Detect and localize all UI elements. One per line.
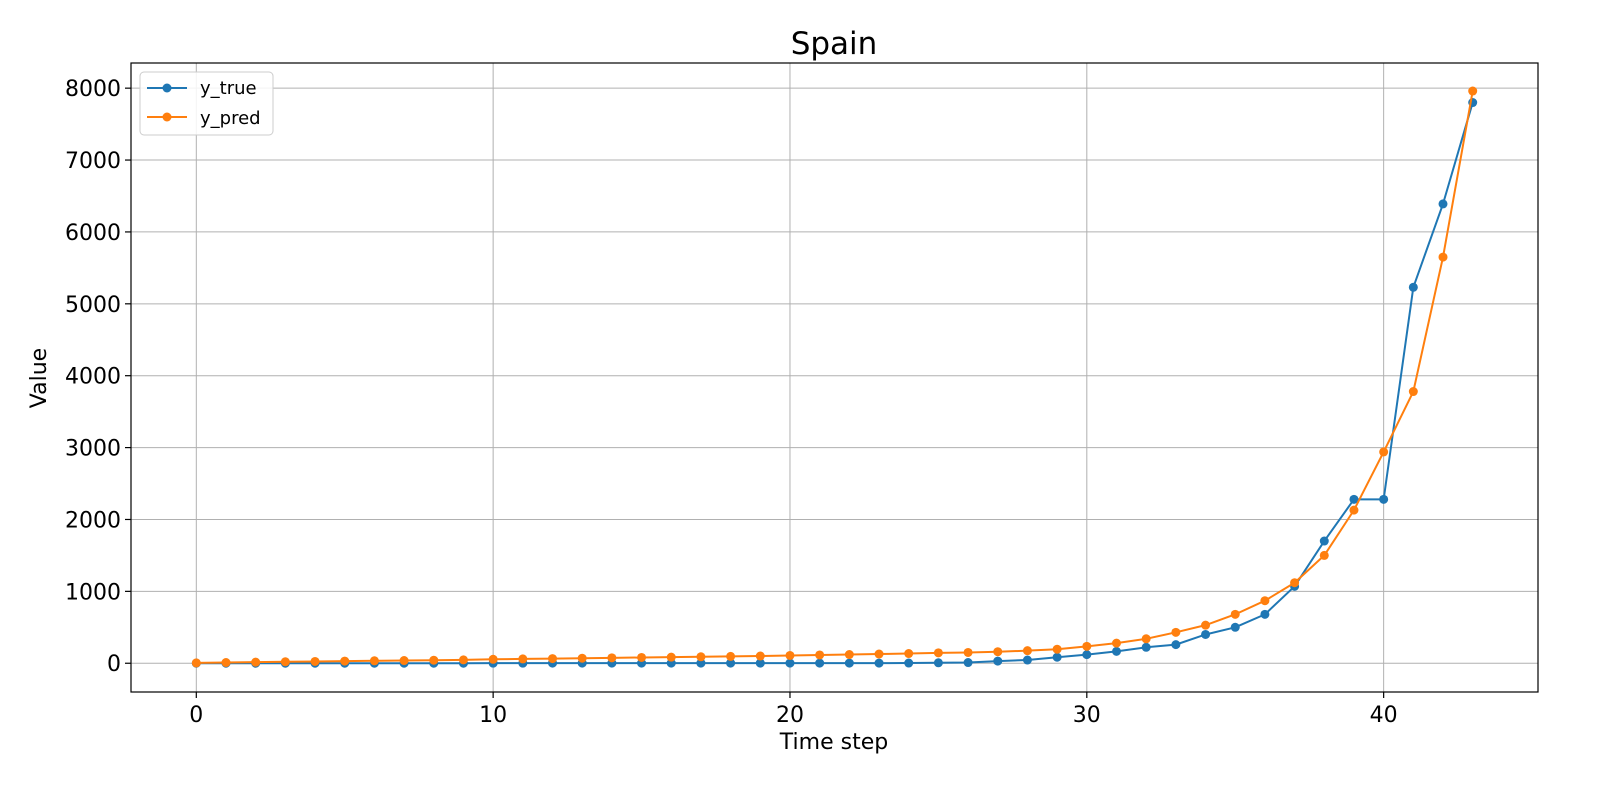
data-point-y-true [963,658,973,668]
data-point-y-true [726,658,736,668]
series-y-pred [191,86,1478,668]
data-point-y-pred [518,654,528,664]
plot-frame [130,62,1539,693]
x-tick-label: 20 [776,703,804,728]
data-point-y-pred [429,655,439,665]
data-point-y-pred [1468,86,1478,96]
legend: y_true y_pred [139,71,274,136]
data-point-y-pred [1082,641,1092,651]
y-tick-label: 5000 [65,293,121,318]
data-point-y-true [1201,629,1211,639]
y-tick-label: 8000 [65,77,121,102]
data-point-y-true [696,658,706,668]
y-tick-label: 1000 [65,580,121,605]
data-point-y-pred [399,656,409,666]
data-point-y-pred [1379,447,1389,457]
data-point-y-pred [1408,387,1418,397]
legend-label-y-pred: y_pred [200,108,261,129]
data-point-y-pred [904,649,914,659]
data-point-y-pred [1171,627,1181,637]
data-point-y-pred [1201,620,1211,630]
data-point-y-true [844,658,854,668]
data-point-y-pred [191,658,201,668]
data-point-y-pred [993,647,1003,657]
data-point-y-pred [1349,505,1359,515]
data-point-y-pred [607,653,617,663]
data-point-y-true [1230,622,1240,632]
axis-ticks: 0 10 20 30 40 0 1000 2000 3000 4000 5000 6000 7000 80… [65,77,1398,728]
x-tick-label: 40 [1370,703,1398,728]
data-point-y-pred [1230,609,1240,619]
data-point-y-pred [1141,634,1151,644]
data-point-y-true [1438,199,1448,209]
data-point-y-pred [637,652,647,662]
data-point-y-true [1379,494,1389,504]
series-layer [191,86,1478,668]
data-point-y-pred [844,650,854,660]
data-point-y-pred [874,649,884,659]
series-line-y-true [196,102,1474,665]
x-tick-label: 30 [1073,703,1101,728]
data-point-y-pred [933,648,943,658]
data-point-y-pred [577,653,587,663]
y-tick-label: 0 [107,652,121,677]
y-axis-label: Value [27,348,52,408]
y-tick-label: 3000 [65,437,121,462]
data-point-y-true [1022,655,1032,665]
data-point-y-true [785,658,795,668]
data-point-y-true [1141,642,1151,652]
data-point-y-true [1319,536,1329,546]
data-point-y-pred [251,657,261,667]
chart-title: Spain [791,26,878,62]
data-point-y-pred [548,654,558,664]
x-tick-label: 0 [189,703,203,728]
data-point-y-pred [458,655,468,665]
data-point-y-pred [340,656,350,666]
x-tick-label: 10 [479,703,507,728]
data-point-y-pred [280,657,290,667]
data-point-y-pred [1290,578,1300,588]
data-point-y-pred [696,652,706,662]
y-tick-label: 4000 [65,365,121,390]
x-axis-label: Time step [779,730,888,755]
data-point-y-pred [1111,638,1121,648]
data-point-y-pred [1022,646,1032,656]
data-point-y-true [1260,609,1270,619]
data-point-y-true [755,658,765,668]
data-point-y-pred [221,658,231,668]
data-point-y-true [933,658,943,668]
data-point-y-pred [1319,550,1329,560]
legend-marker-y-true [162,83,172,93]
data-point-y-true [1349,494,1359,504]
data-point-y-pred [815,650,825,660]
data-point-y-true [1111,646,1121,656]
data-point-y-pred [1052,644,1062,654]
data-point-y-true [904,658,914,668]
data-point-y-pred [963,647,973,657]
legend-label-y-true: y_true [200,78,257,99]
data-point-y-pred [755,651,765,661]
data-point-y-pred [488,654,498,664]
data-point-y-pred [1260,596,1270,606]
grid [131,63,1538,692]
data-point-y-pred [726,651,736,661]
data-point-y-true [1408,282,1418,292]
series-line-y-pred [196,90,1474,664]
data-point-y-true [874,658,884,668]
data-point-y-true [1082,650,1092,660]
y-tick-label: 6000 [65,221,121,246]
data-point-y-pred [666,652,676,662]
y-tick-label: 2000 [65,508,121,533]
data-point-y-pred [310,656,320,666]
data-point-y-true [1052,652,1062,662]
legend-marker-y-pred [162,112,172,122]
data-point-y-true [815,658,825,668]
data-point-y-pred [1438,252,1448,262]
data-point-y-pred [369,656,379,666]
y-tick-label: 7000 [65,149,121,174]
data-point-y-pred [785,650,795,660]
data-point-y-true [993,656,1003,666]
data-point-y-true [1171,640,1181,650]
